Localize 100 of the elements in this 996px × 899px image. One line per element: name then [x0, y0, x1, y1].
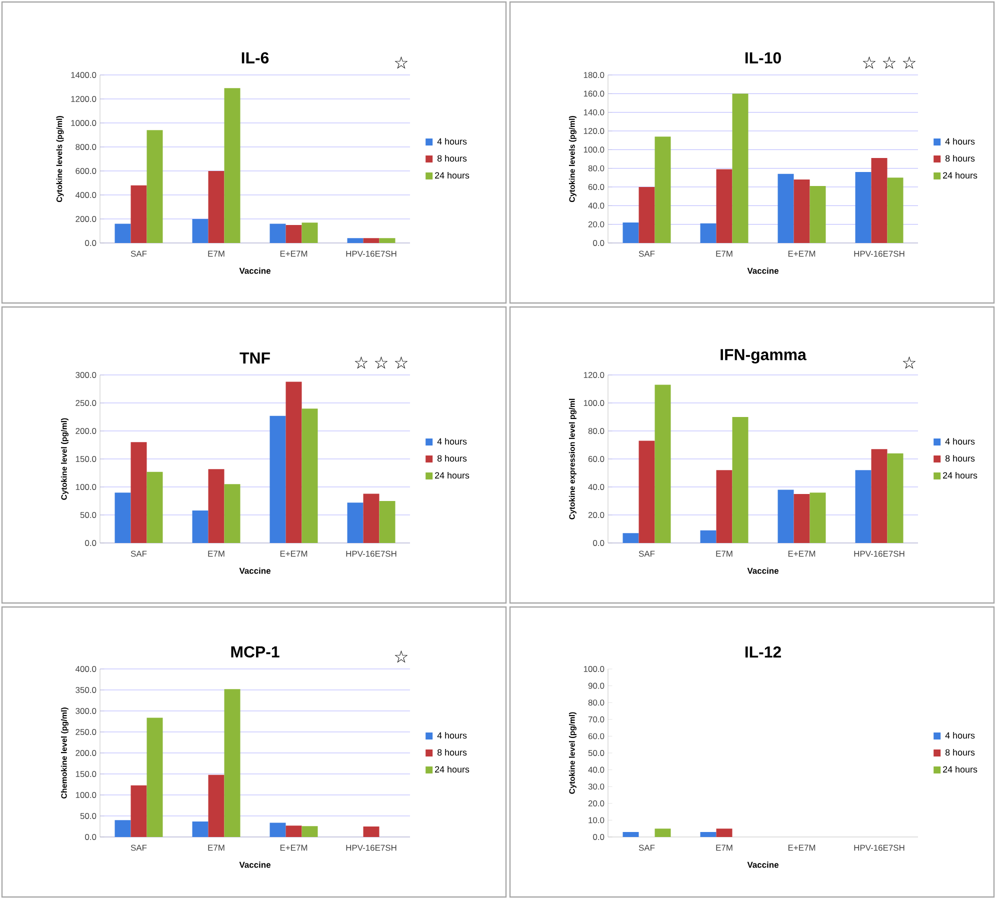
- legend-label: 24 hours: [435, 172, 470, 179]
- bar: [192, 510, 208, 543]
- x-tick-label: SAF: [130, 844, 147, 851]
- bar: [270, 224, 286, 243]
- y-tick-label: 250.0: [76, 728, 96, 735]
- x-tick-label: SAF: [130, 550, 147, 557]
- bar: [379, 500, 396, 543]
- y-tick-label: 100.0: [584, 400, 604, 406]
- y-tick-label: 120.0: [584, 128, 604, 134]
- bar: [363, 826, 380, 837]
- y-tick-label: 80.0: [588, 428, 604, 434]
- y-tick-label: 50.0: [80, 512, 96, 518]
- x-tick-label: SAF: [638, 550, 655, 557]
- bar: [114, 820, 131, 837]
- x-tick-label: E+E7M: [280, 550, 308, 557]
- bar: [363, 494, 380, 543]
- bar: [379, 238, 396, 243]
- x-tick-label: SAF: [638, 844, 655, 851]
- legend-label: 24 hours: [435, 472, 470, 479]
- x-tick-label: E+E7M: [788, 250, 816, 257]
- y-tick-label: 0.0: [593, 240, 604, 246]
- y-tick-label: 140.0: [584, 109, 604, 116]
- x-tick-label: E7M: [716, 250, 732, 257]
- bar: [810, 492, 826, 543]
- bar: [192, 218, 208, 243]
- y-tick-label: 50.0: [588, 750, 604, 756]
- y-tick-label: 100.0: [76, 792, 96, 798]
- legend-label: 24 hours: [943, 472, 978, 479]
- y-tick-label: 200.0: [76, 216, 96, 222]
- bar: [114, 224, 131, 243]
- y-tick-label: 160.0: [584, 90, 604, 97]
- chart-title: IL-12: [745, 646, 781, 658]
- y-tick-label: 20.0: [588, 512, 604, 518]
- chart-title: IFN-gamma: [720, 349, 807, 364]
- legend-label: 4 hours: [945, 732, 975, 739]
- chart-title: IL-10: [745, 52, 781, 64]
- y-tick-label: 400.0: [75, 666, 96, 672]
- bar: [363, 238, 380, 243]
- bar: [302, 408, 318, 543]
- x-tick-label: E7M: [716, 550, 732, 557]
- bar: [654, 384, 671, 543]
- y-tick-label: 60.0: [588, 733, 604, 740]
- legend-label: 8 hours: [945, 454, 975, 462]
- bar: [855, 470, 872, 543]
- y-tick-label: 250.0: [76, 400, 96, 406]
- bar: [114, 492, 131, 543]
- y-tick-label: 30.0: [588, 784, 604, 790]
- legend-label: 4 hours: [437, 438, 467, 445]
- bar: [208, 170, 224, 243]
- text: ☆: [394, 650, 408, 663]
- y-tick-label: 150.0: [76, 770, 96, 777]
- bar: [871, 449, 888, 543]
- x-axis-title: Vaccine: [239, 568, 270, 574]
- x-tick-label: SAF: [130, 250, 147, 257]
- y-tick-label: 40.0: [588, 484, 604, 490]
- bar: [732, 94, 748, 243]
- bar: [286, 826, 302, 837]
- legend-label: 8 hours: [945, 748, 975, 756]
- y-tick-label: 150.0: [76, 456, 96, 462]
- chart-title: MCP-1: [231, 646, 280, 658]
- y-tick-label: 20.0: [588, 800, 604, 806]
- bar: [146, 718, 163, 837]
- bar: [716, 470, 732, 543]
- bar: [208, 774, 224, 837]
- bar: [638, 186, 655, 243]
- y-tick-label: 0.0: [593, 540, 604, 546]
- bar: [347, 238, 364, 243]
- y-tick-label: 100.0: [76, 484, 96, 490]
- y-tick-label: 400.0: [75, 192, 96, 198]
- x-tick-label: HPV-16E7SH: [346, 844, 396, 851]
- text: ☆: [394, 56, 408, 69]
- legend-label: 8 hours: [437, 748, 467, 756]
- y-tick-label: 60.0: [588, 456, 604, 462]
- bar: [270, 416, 286, 543]
- y-tick-label: 40.0: [588, 766, 604, 773]
- y-tick-label: 300.0: [76, 372, 96, 378]
- bar: [286, 224, 302, 243]
- x-axis-title: Vaccine: [747, 862, 778, 868]
- y-tick-label: 200.0: [76, 428, 96, 434]
- y-tick-label: 120.0: [584, 372, 604, 378]
- x-axis-title: Vaccine: [239, 268, 270, 274]
- y-tick-label: 100.0: [584, 146, 604, 153]
- legend-label: 24 hours: [943, 766, 978, 773]
- bar: [224, 88, 240, 243]
- y-tick-label: 800.0: [76, 144, 96, 150]
- bar: [347, 502, 364, 543]
- y-tick-label: 100.0: [584, 666, 604, 672]
- bar: [270, 822, 286, 837]
- y-tick-label: 60.0: [588, 184, 604, 190]
- legend-label: 8 hours: [945, 154, 975, 162]
- x-tick-label: E7M: [208, 250, 224, 257]
- x-axis-title: Vaccine: [747, 268, 778, 274]
- bar: [871, 158, 888, 243]
- text: ☆: [374, 356, 388, 369]
- text: ☆: [862, 56, 876, 69]
- bar: [192, 821, 208, 837]
- y-tick-label: 0.0: [85, 540, 96, 546]
- bar: [638, 440, 655, 543]
- bar: [700, 530, 716, 543]
- chart-title: IL-6: [242, 52, 269, 64]
